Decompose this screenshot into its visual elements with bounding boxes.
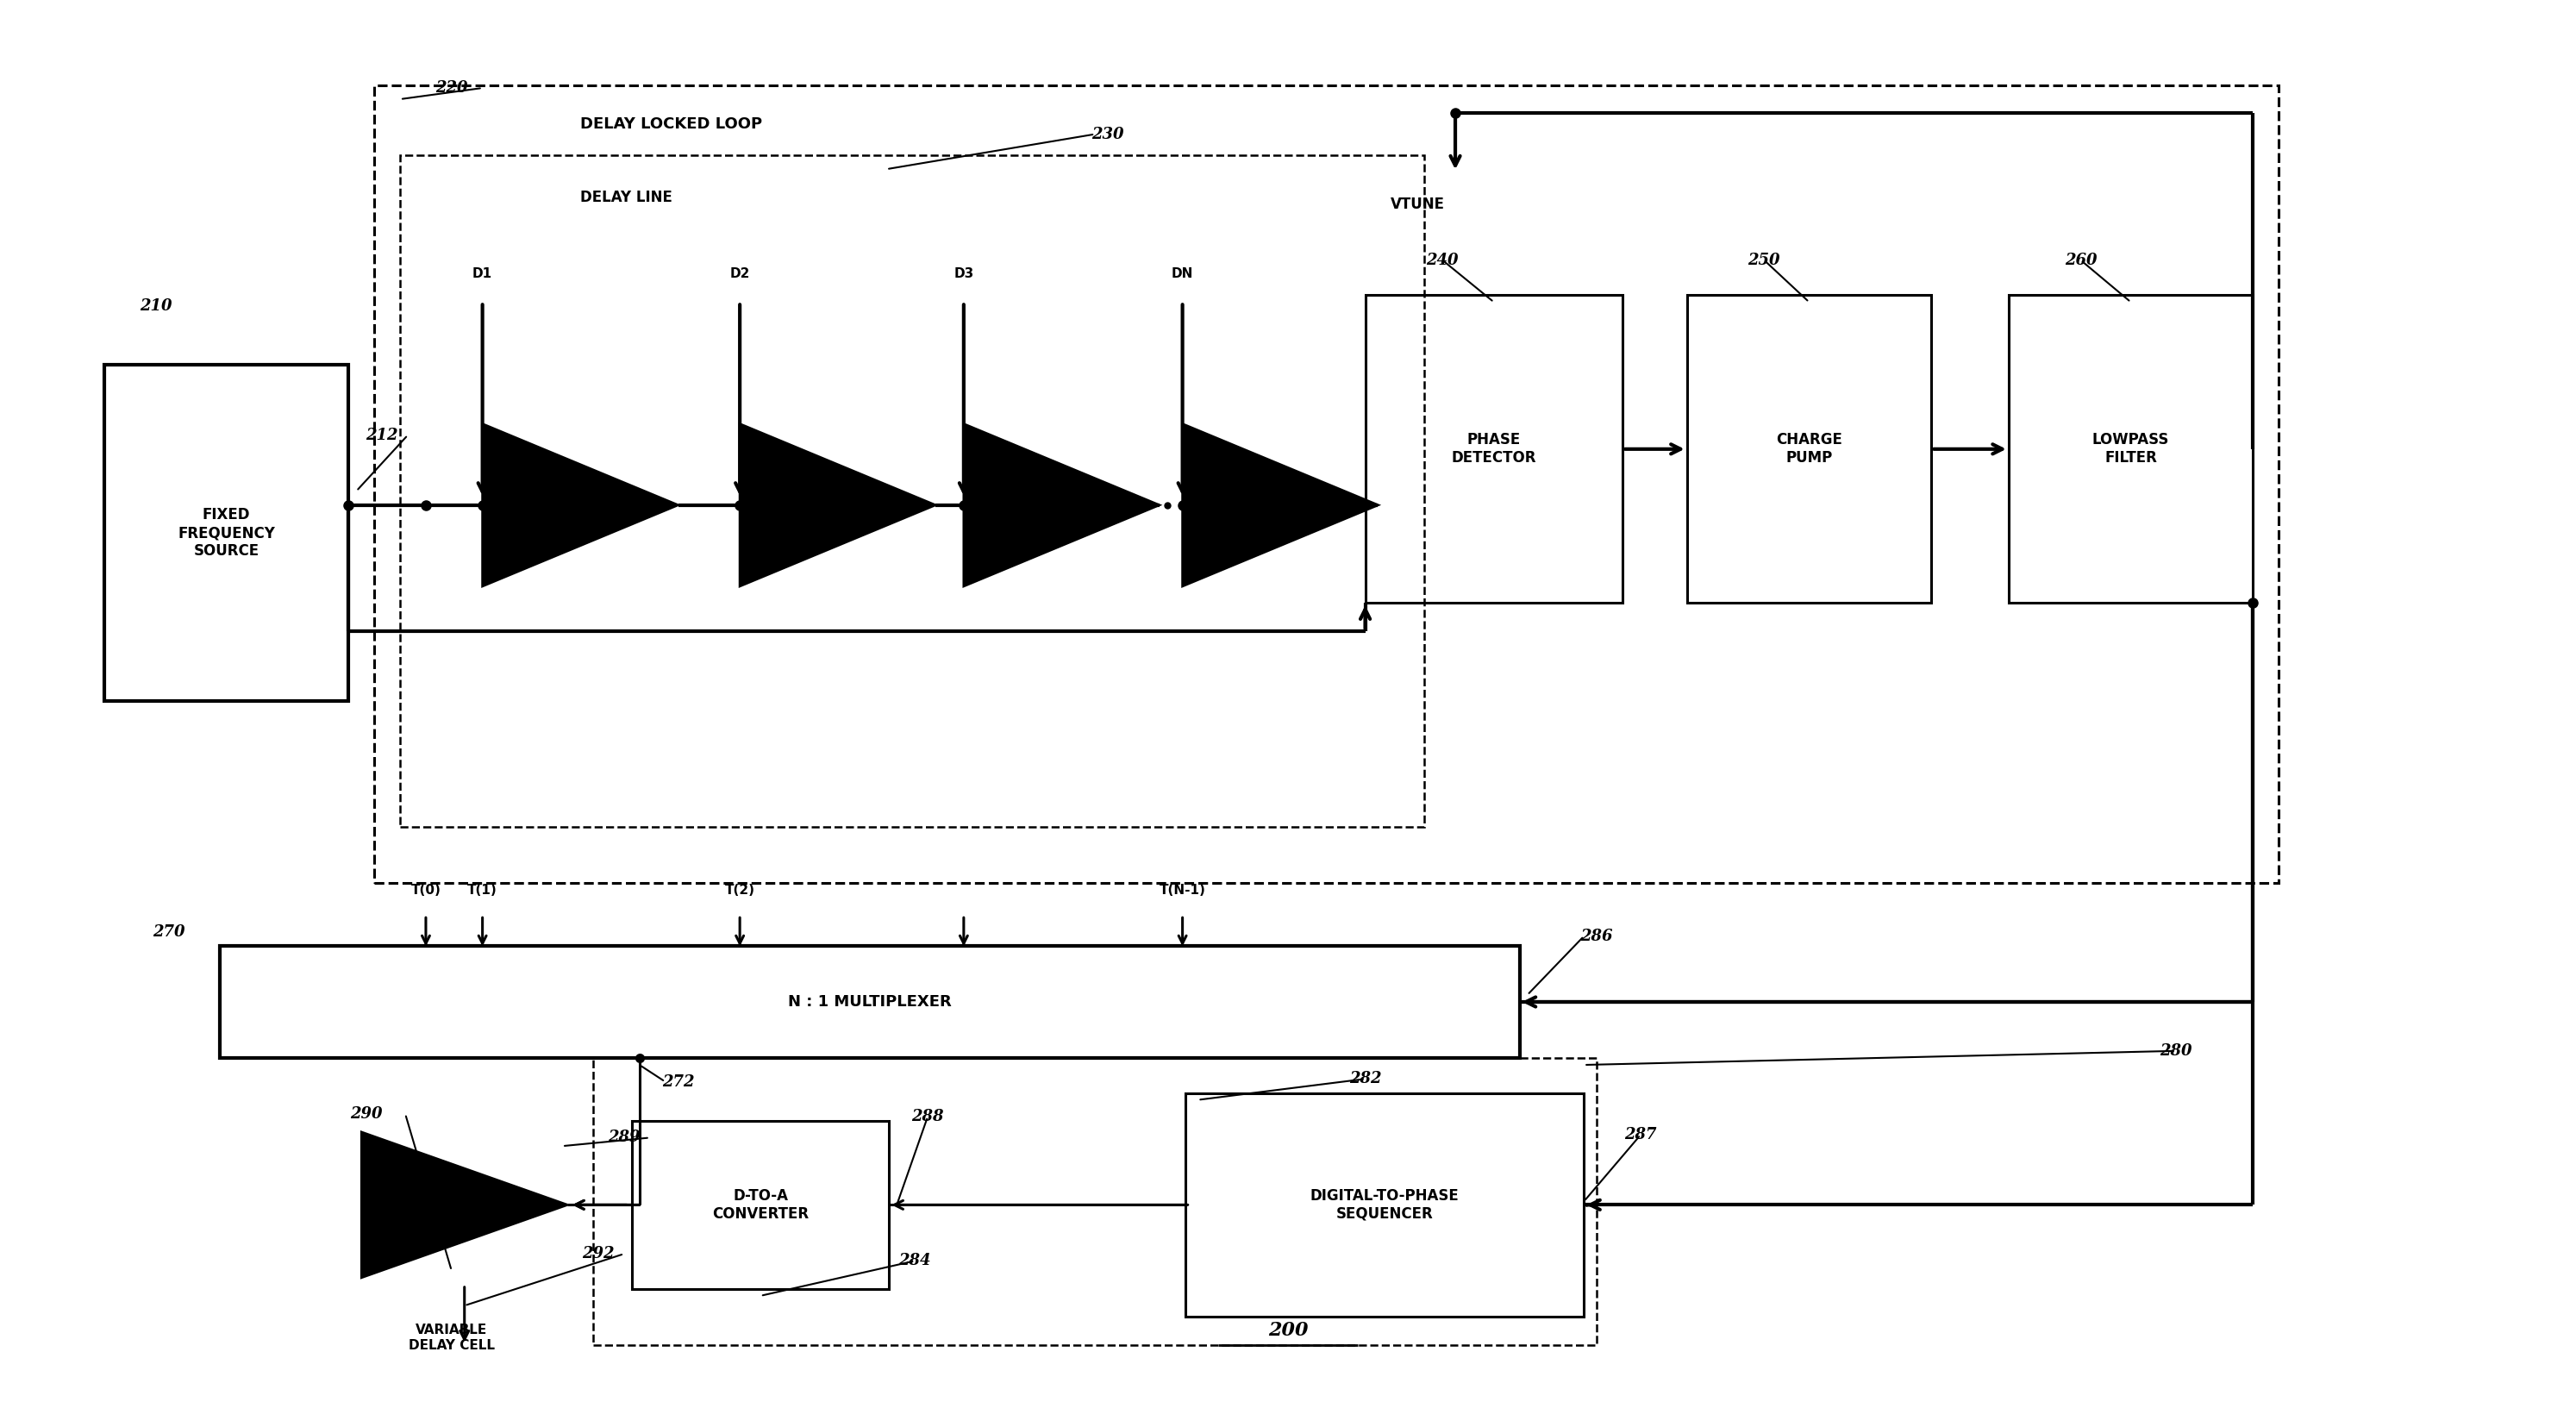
Bar — [2009, 294, 2254, 603]
Bar — [399, 156, 1425, 827]
Text: 260: 260 — [2063, 252, 2097, 268]
Text: D1: D1 — [471, 268, 492, 280]
Text: D3: D3 — [953, 268, 974, 280]
Text: 220: 220 — [435, 80, 469, 95]
Text: T(1): T(1) — [466, 883, 497, 896]
Text: 250: 250 — [1749, 252, 1780, 268]
Text: DELAY LINE: DELAY LINE — [580, 189, 672, 205]
Bar — [1185, 1094, 1584, 1316]
Text: DN: DN — [1172, 268, 1193, 280]
Text: 280: 280 — [2159, 1043, 2192, 1059]
Text: 284: 284 — [899, 1253, 930, 1269]
Text: 210: 210 — [139, 299, 173, 314]
Text: 200: 200 — [1267, 1321, 1309, 1340]
Text: 270: 270 — [152, 924, 185, 939]
Text: 292: 292 — [582, 1246, 616, 1262]
Polygon shape — [1182, 423, 1378, 586]
Text: 272: 272 — [662, 1074, 693, 1089]
Text: D-TO-A
CONVERTER: D-TO-A CONVERTER — [711, 1187, 809, 1221]
Polygon shape — [361, 1131, 567, 1277]
Bar — [374, 86, 2280, 883]
Bar — [1687, 294, 1932, 603]
Text: VTUNE: VTUNE — [1391, 196, 1445, 212]
Text: 212: 212 — [366, 428, 399, 443]
Text: 289: 289 — [608, 1130, 641, 1145]
Text: 286: 286 — [1582, 928, 1613, 944]
Text: LOWPASS
FILTER: LOWPASS FILTER — [2092, 432, 2169, 465]
Text: 240: 240 — [1427, 252, 1458, 268]
Text: 287: 287 — [1625, 1127, 1656, 1143]
Text: CHARGE
PUMP: CHARGE PUMP — [1775, 432, 1842, 465]
Text: FIXED
FREQUENCY
SOURCE: FIXED FREQUENCY SOURCE — [178, 508, 276, 559]
Bar — [592, 1059, 1597, 1345]
Text: N : 1 MULTIPLEXER: N : 1 MULTIPLEXER — [788, 994, 951, 1009]
Text: T(2): T(2) — [724, 883, 755, 896]
Bar — [219, 946, 1520, 1059]
Text: 282: 282 — [1350, 1071, 1381, 1087]
Text: VARIABLE
DELAY CELL: VARIABLE DELAY CELL — [410, 1323, 495, 1352]
Bar — [1365, 294, 1623, 603]
Text: DIGITAL-TO-PHASE
SEQUENCER: DIGITAL-TO-PHASE SEQUENCER — [1311, 1187, 1458, 1221]
Text: D2: D2 — [729, 268, 750, 280]
Text: PHASE
DETECTOR: PHASE DETECTOR — [1450, 432, 1535, 465]
Bar — [631, 1120, 889, 1288]
Polygon shape — [482, 423, 677, 586]
Text: 230: 230 — [1092, 126, 1123, 142]
Polygon shape — [739, 423, 935, 586]
Text: DELAY LOCKED LOOP: DELAY LOCKED LOOP — [580, 116, 762, 132]
Text: 290: 290 — [350, 1106, 384, 1122]
Text: T(N-1): T(N-1) — [1159, 883, 1206, 896]
Polygon shape — [963, 423, 1159, 586]
Text: T(0): T(0) — [410, 883, 440, 896]
Bar — [103, 365, 348, 701]
Text: 288: 288 — [912, 1109, 943, 1124]
